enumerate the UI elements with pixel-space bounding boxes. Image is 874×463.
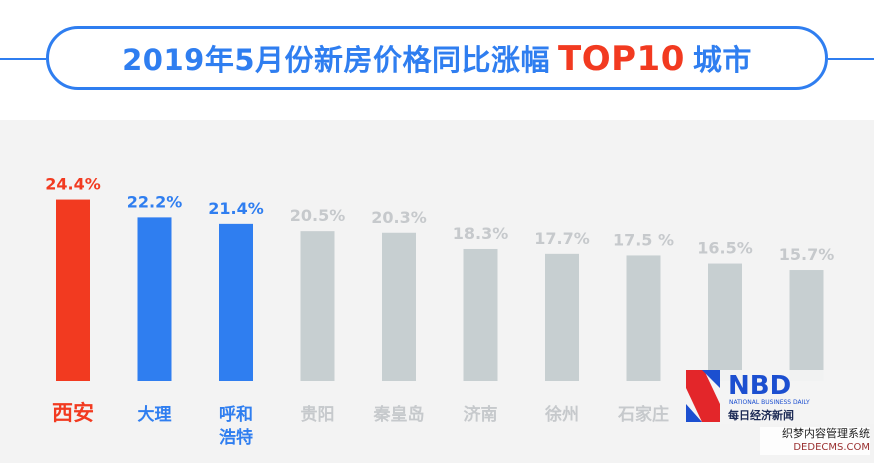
- category-label-5: 秦皇岛: [374, 404, 425, 425]
- value-label-6: 18.3%: [453, 224, 509, 243]
- value-label-3: 21.4%: [208, 199, 264, 218]
- bar-5: [382, 232, 416, 381]
- category-label-7: 徐州: [544, 404, 579, 425]
- logo-brand: NBD: [728, 371, 791, 401]
- value-label-7: 17.7%: [534, 229, 590, 248]
- title-rule-right: [828, 58, 874, 60]
- value-label-4: 20.5%: [290, 206, 346, 225]
- value-label-9: 16.5%: [697, 239, 753, 258]
- title-area: 2019年5月份新房价格同比涨幅 TOP10 城市: [0, 0, 874, 110]
- chart-title: 2019年5月份新房价格同比涨幅 TOP10 城市: [122, 37, 752, 79]
- bar-10: [789, 270, 824, 381]
- bar-9: [708, 263, 742, 381]
- title-suffix: 城市: [692, 43, 752, 77]
- bar-6: [463, 248, 498, 381]
- value-label-8: 17.5 %: [613, 230, 674, 249]
- category-label-1: 西安: [52, 401, 94, 425]
- category-label-3-line2: 浩特: [219, 427, 253, 448]
- value-label-1: 24.4%: [45, 175, 101, 194]
- category-label-6: 济南: [464, 404, 498, 425]
- category-label-3-line1: 呼和: [219, 405, 253, 425]
- bar-1: [56, 199, 90, 381]
- watermark-line1: 织梦内容管理系统: [782, 427, 870, 440]
- watermark: 织梦内容管理系统 DEDECMS.COM: [760, 427, 870, 455]
- bar-3: [219, 223, 253, 381]
- title-highlight: TOP10: [558, 39, 685, 79]
- bar-2: [137, 217, 172, 381]
- title-prefix: 2019年5月份新房价格同比涨幅: [122, 43, 551, 77]
- bar-4: [300, 231, 335, 381]
- logo-mark-blue-top: [702, 370, 720, 388]
- logo-mark-blue-bottom: [686, 404, 702, 422]
- category-label-2: 大理: [138, 404, 172, 425]
- title-rule-left: [0, 58, 46, 60]
- title-pill: 2019年5月份新房价格同比涨幅 TOP10 城市: [46, 26, 828, 90]
- bar-7: [545, 253, 579, 381]
- logo-mark-red: [686, 370, 720, 422]
- logo-english: NATIONAL BUSINESS DAILY: [729, 399, 810, 406]
- category-label-4: 贵阳: [301, 404, 335, 425]
- value-label-2: 22.2%: [127, 192, 183, 211]
- logo-chinese: 每日经济新闻: [728, 408, 794, 422]
- value-label-10: 15.7%: [779, 245, 835, 264]
- category-label-8: 石家庄: [617, 404, 669, 425]
- value-label-5: 20.3%: [371, 208, 427, 227]
- bar-8: [626, 255, 661, 381]
- watermark-line2: DEDECMS.COM: [793, 442, 870, 453]
